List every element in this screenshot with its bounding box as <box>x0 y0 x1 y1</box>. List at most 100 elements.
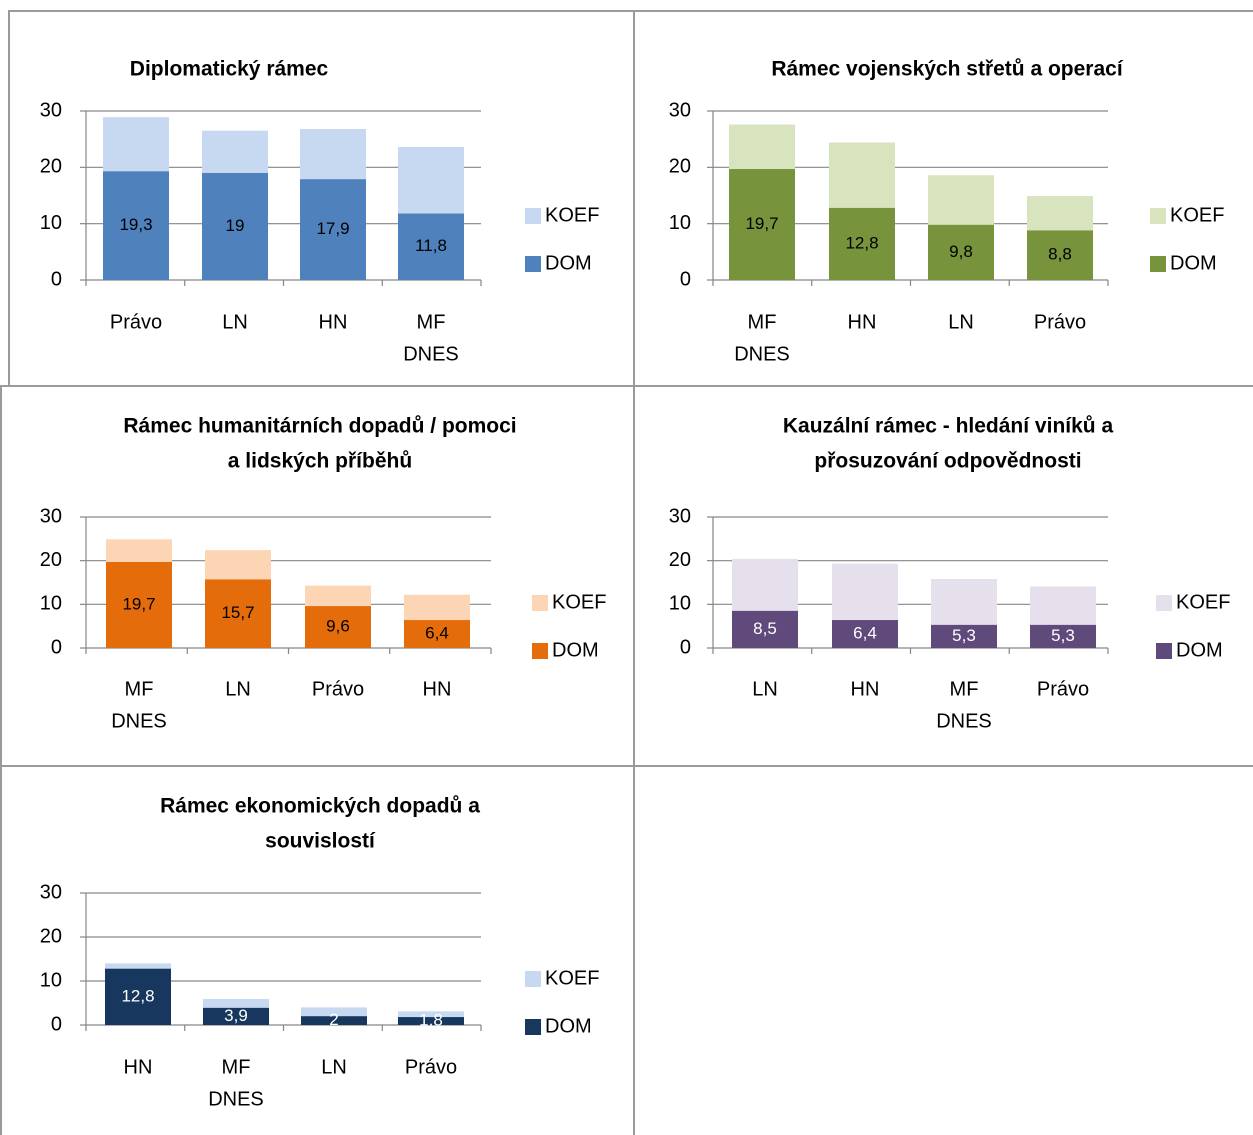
data-label: 8,5 <box>753 619 777 638</box>
bar-koef <box>398 147 464 214</box>
bar-dom <box>301 1016 367 1025</box>
y-tick-label: 20 <box>669 549 691 571</box>
x-tick-label: DNES <box>734 343 790 365</box>
y-tick-label: 0 <box>51 636 62 658</box>
y-tick-label: 10 <box>40 593 62 615</box>
chart-title: Rámec humanitárních dopadů / pomoci <box>123 415 516 438</box>
y-tick-label: 0 <box>680 636 691 658</box>
data-label: 3,9 <box>224 1006 248 1025</box>
bar-dom <box>729 169 795 280</box>
bar-koef <box>404 594 470 621</box>
chart-panel-diplomatic: Diplomatický rámec 0 10 20 30 19,3 Právo 19 LN 17… <box>0 10 634 385</box>
data-label: 19,7 <box>745 214 778 233</box>
chart-title: Kauzální rámec - hledání viníků a <box>783 415 1114 438</box>
chart-panel-humanitarian: Rámec humanitárních dopadů / pomoci a lid… <box>0 387 634 765</box>
bar-dom <box>202 172 268 280</box>
chart-economic: Rámec ekonomických dopadů a souvislostí 0 1… <box>40 795 600 1111</box>
x-tick-label: DNES <box>111 710 167 732</box>
y-tick-label: 0 <box>51 1013 62 1035</box>
legend-swatch-koef <box>1156 595 1172 611</box>
legend-swatch-koef <box>525 971 541 987</box>
y-tick-label: 0 <box>680 268 691 290</box>
data-label: 5,3 <box>952 626 976 645</box>
legend-label-dom: DOM <box>545 252 592 274</box>
bar-koef <box>1030 586 1096 625</box>
x-tick-label: LN <box>225 678 251 700</box>
x-tick-label: MF <box>950 678 979 700</box>
chart-title: Rámec vojenských střetů a operací <box>771 58 1123 81</box>
x-tick-label: HN <box>851 678 880 700</box>
legend-swatch-koef <box>532 595 548 611</box>
y-tick-label: 30 <box>40 505 62 527</box>
data-label: 19,7 <box>122 594 155 613</box>
legend-label-dom: DOM <box>545 1015 592 1037</box>
bar-koef <box>301 1007 367 1017</box>
bar-dom <box>300 179 366 280</box>
panel-border <box>0 385 1253 387</box>
data-label: 19,3 <box>119 215 152 234</box>
chart-title: a lidských příběhů <box>228 450 412 473</box>
chart-panel-causal: Kauzální rámec - hledání viníků a přosuzo… <box>634 387 1253 765</box>
bar-dom <box>832 620 898 648</box>
panel-border <box>8 10 10 385</box>
x-tick-label: HN <box>423 678 452 700</box>
chart-title: přosuzování odpovědnosti <box>814 450 1081 473</box>
bar-koef <box>305 585 371 607</box>
bar-koef <box>203 999 269 1008</box>
data-label: 6,4 <box>425 624 449 643</box>
legend-label-dom: DOM <box>1170 252 1217 274</box>
x-tick-label: LN <box>752 678 778 700</box>
bar-dom <box>398 213 464 280</box>
x-tick-label: HN <box>319 311 348 333</box>
panel-border <box>10 10 1253 12</box>
bar-dom <box>398 1017 464 1025</box>
x-tick-label: DNES <box>936 710 992 732</box>
chart-humanitarian: Rámec humanitárních dopadů / pomoci a lid… <box>40 415 607 733</box>
legend-label-dom: DOM <box>1176 639 1223 661</box>
legend-label-koef: KOEF <box>545 204 599 226</box>
chart-panel-economic: Rámec ekonomických dopadů a souvislostí 0 1… <box>0 767 634 1135</box>
bar-koef <box>300 129 366 180</box>
x-tick-label: HN <box>124 1056 153 1078</box>
chart-title: souvislostí <box>265 830 376 853</box>
x-tick-label: HN <box>848 311 877 333</box>
bar-dom <box>928 224 994 280</box>
bar-koef <box>931 579 997 625</box>
bar-koef <box>103 117 169 172</box>
x-tick-label: MF <box>417 311 446 333</box>
legend-label-koef: KOEF <box>545 967 599 989</box>
chart-title: Diplomatický rámec <box>130 58 329 81</box>
y-tick-label: 20 <box>669 156 691 178</box>
legend-label-koef: KOEF <box>1170 204 1224 226</box>
bar-koef <box>832 563 898 621</box>
y-tick-label: 10 <box>40 969 62 991</box>
chart-panel-military: Rámec vojenských střetů a operací 0 10 20 30… <box>634 10 1253 385</box>
bar-dom <box>732 610 798 648</box>
bar-dom <box>305 606 371 648</box>
bar-dom <box>205 579 271 648</box>
x-tick-label: Právo <box>312 678 364 700</box>
y-tick-label: 30 <box>40 881 62 903</box>
bar-koef <box>729 124 795 170</box>
bar-dom <box>1030 624 1096 648</box>
bar-koef <box>829 142 895 208</box>
x-tick-label: DNES <box>208 1088 264 1110</box>
x-tick-label: Právo <box>1034 311 1086 333</box>
y-tick-label: 10 <box>669 593 691 615</box>
legend-swatch-dom <box>525 1019 541 1035</box>
data-label: 19 <box>226 216 245 235</box>
bar-dom <box>106 561 172 648</box>
bar-dom <box>103 171 169 280</box>
data-label: 8,8 <box>1048 245 1072 264</box>
y-tick-label: 20 <box>40 549 62 571</box>
x-tick-label: LN <box>321 1056 347 1078</box>
data-label: 9,6 <box>326 617 350 636</box>
data-label: 17,9 <box>316 219 349 238</box>
chart-military: Rámec vojenských střetů a operací 0 10 20 30… <box>669 58 1225 366</box>
x-tick-label: Právo <box>405 1056 457 1078</box>
bar-dom <box>203 1007 269 1025</box>
x-tick-label: LN <box>222 311 248 333</box>
data-label: 2 <box>329 1010 338 1029</box>
bar-koef <box>928 175 994 225</box>
data-label: 9,8 <box>949 242 973 261</box>
